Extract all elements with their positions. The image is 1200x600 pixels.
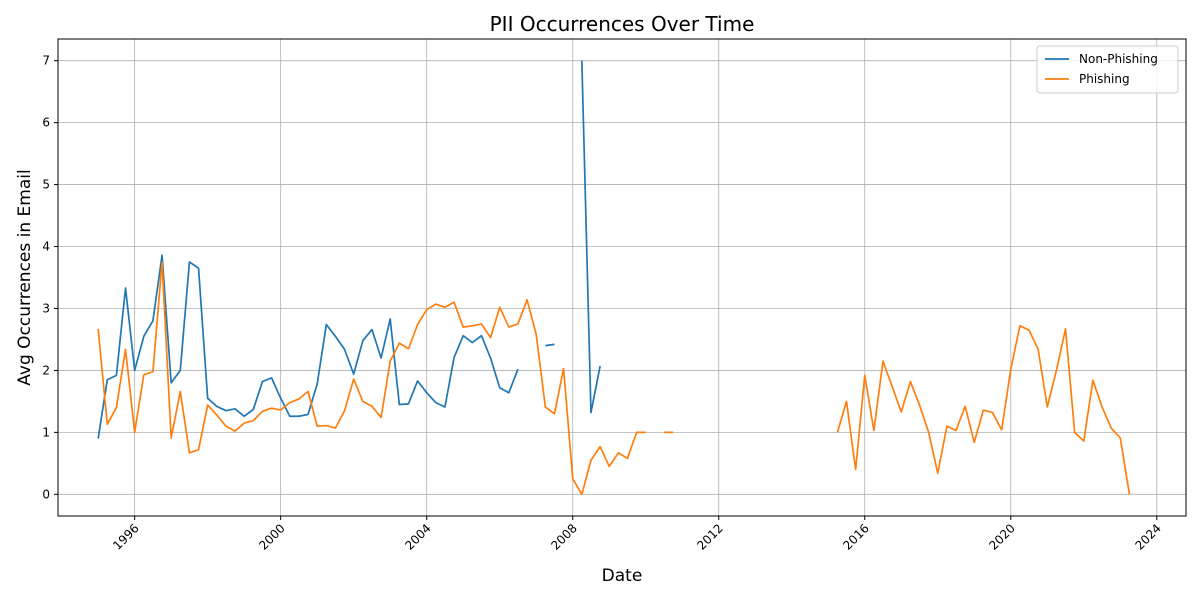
plot-frame [57,38,1187,517]
series-lines [97,60,1131,496]
x-axis-label: Date [602,566,643,586]
y-tick-label: 6 [42,116,50,130]
y-tick-label: 7 [42,54,50,68]
legend-label: Non-Phishing [1079,52,1158,66]
y-tick-label: 4 [42,240,50,254]
legend-label: Phishing [1079,72,1130,86]
series-line-1 [97,261,1131,496]
legend-box [1036,45,1179,94]
gridlines [58,39,1186,516]
y-axis-label: Avg Occurrences in Email [15,169,35,385]
y-tick-label: 3 [42,301,50,315]
legend: Non-Phishing Phishing [1036,45,1179,94]
y-tick-label: 2 [42,363,50,377]
chart-title: PII Occurrences Over Time [490,12,755,36]
y-tick-label: 0 [42,487,50,501]
y-tick-label: 5 [42,178,50,192]
y-tick-label: 1 [42,425,50,439]
series-line-0 [97,60,601,439]
